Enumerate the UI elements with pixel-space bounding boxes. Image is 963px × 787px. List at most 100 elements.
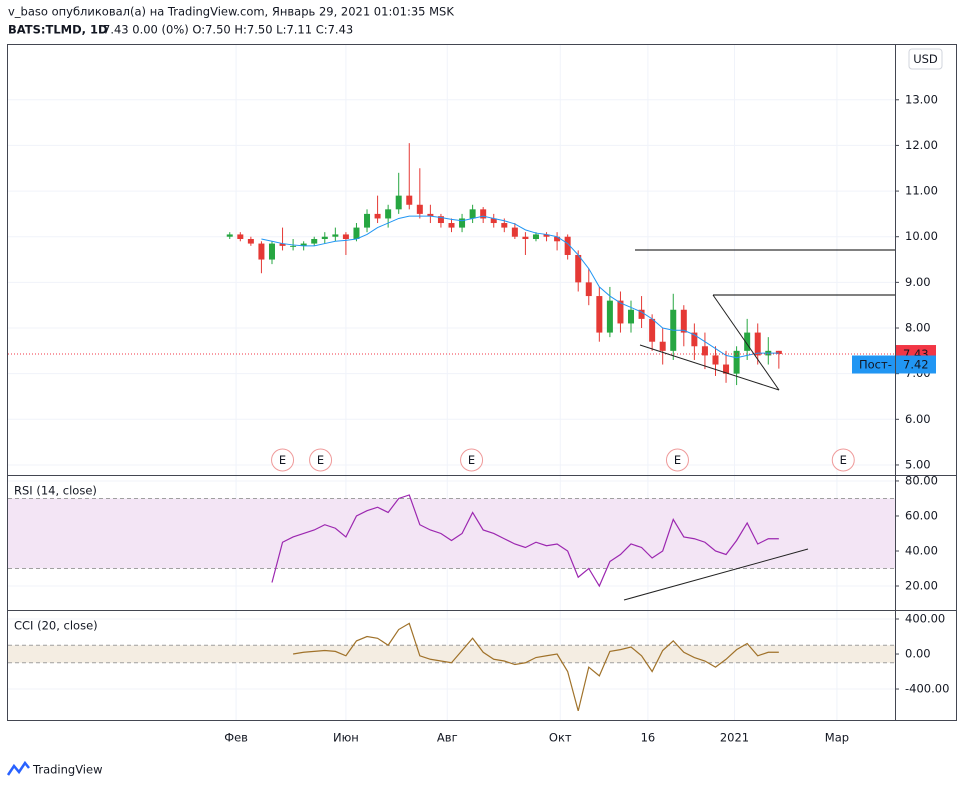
candle-body — [437, 216, 444, 224]
earnings-label: E — [674, 453, 681, 467]
currency: USD — [913, 52, 938, 66]
x-tick-label: Июн — [333, 731, 359, 745]
post-label: Пост- — [859, 357, 892, 371]
wedge-line — [712, 294, 780, 391]
candle-body — [364, 213, 371, 228]
y-tick-label: 0.00 — [905, 647, 931, 661]
candle-body — [596, 296, 603, 333]
y-tick-label: 11.00 — [905, 184, 938, 198]
candle-body — [554, 236, 561, 242]
brand: TradingView — [32, 763, 102, 777]
candle-body — [575, 254, 582, 283]
indicator-title: CCI (20, close) — [14, 619, 98, 633]
candle-body — [353, 227, 360, 240]
moving-average — [261, 215, 779, 359]
candle-body — [701, 346, 708, 356]
candle-body — [511, 227, 518, 237]
candle-body — [385, 209, 392, 219]
candle-body — [680, 309, 687, 333]
symbol: BATS:TLMD, 1D — [8, 23, 108, 37]
earnings-marker — [831, 448, 855, 472]
y-tick-label: 10.00 — [905, 229, 938, 243]
candle-body — [723, 364, 730, 374]
candle-body — [237, 234, 244, 240]
candle-body — [659, 341, 666, 351]
earnings-marker — [309, 448, 333, 472]
candle-body — [480, 209, 487, 219]
frame — [7, 44, 957, 721]
brand-logo — [6, 760, 30, 776]
candle-body — [258, 243, 265, 260]
candle-body — [606, 300, 613, 333]
candle-body — [649, 318, 656, 342]
candle-body — [638, 309, 645, 319]
y-tick-label: 20.00 — [905, 579, 938, 593]
candle-body — [617, 300, 624, 324]
candle-body — [247, 239, 254, 244]
candle-body — [691, 332, 698, 347]
candle-body — [321, 236, 328, 240]
candle-body — [279, 243, 286, 246]
y-tick-label: 40.00 — [905, 543, 938, 557]
candle-body — [501, 223, 508, 228]
y-tick-label: 60.00 — [905, 508, 938, 522]
rsi-trendline — [623, 548, 809, 601]
indicator-line — [293, 622, 779, 712]
candle-body — [300, 243, 307, 246]
candle-body — [564, 236, 571, 255]
y-tick-label: 8.00 — [905, 321, 931, 335]
y-tick-label: 13.00 — [905, 92, 938, 106]
candle-body — [712, 355, 719, 365]
wedge-line — [639, 344, 780, 391]
earnings-marker — [665, 448, 689, 472]
post-price-box — [852, 355, 936, 374]
y-tick-label: -400.00 — [905, 682, 949, 696]
x-tick-label: Окт — [549, 731, 572, 745]
candle-body — [342, 234, 349, 240]
candle-body — [585, 282, 592, 297]
earnings-marker — [271, 448, 295, 472]
publish-info: v_baso опубликовал(а) на TradingView.com… — [8, 5, 454, 19]
candle-body — [469, 209, 476, 219]
earnings-label: E — [840, 453, 847, 467]
y-tick-label: 9.00 — [905, 275, 931, 289]
currency-box[interactable] — [908, 48, 943, 70]
candle-body — [490, 218, 497, 224]
indicator-line — [271, 494, 779, 588]
candle-body — [775, 350, 782, 355]
candle-body — [543, 234, 550, 237]
earnings-label: E — [468, 453, 475, 467]
y-tick-label: 400.00 — [905, 612, 945, 626]
x-tick-label: Мар — [825, 731, 849, 745]
candle-body — [374, 213, 381, 219]
x-tick-label: Авг — [437, 731, 458, 745]
candle-body — [332, 234, 339, 237]
earnings-label: E — [279, 453, 286, 467]
candle-body — [406, 195, 413, 205]
x-tick-label: 16 — [641, 731, 656, 745]
candle-body — [395, 195, 402, 210]
indicator-band — [8, 498, 895, 569]
indicator-band — [8, 645, 895, 663]
post-price-label: 7.42 — [903, 357, 929, 371]
candle-body — [628, 309, 635, 324]
y-tick-label: 80.00 — [905, 473, 938, 487]
candle-body — [290, 245, 297, 247]
y-tick-label: 6.00 — [905, 412, 931, 426]
candle-body — [226, 234, 233, 237]
x-tick-label: 2021 — [720, 731, 749, 745]
candle-body — [532, 234, 539, 240]
candle-body — [522, 236, 529, 240]
candle-body — [744, 332, 751, 351]
candle-body — [311, 239, 318, 244]
quote: 7.43 0.00 (0%) O:7.50 H:7.50 L:7.11 C:7.… — [103, 23, 353, 37]
plot-layer: ФевИюнАвгОкт162021Мар5.006.007.008.009.0… — [8, 45, 949, 745]
candle-body — [733, 350, 740, 374]
indicator-title: RSI (14, close) — [14, 484, 97, 498]
x-tick-label: Фев — [224, 731, 248, 745]
candle-body — [459, 218, 466, 228]
y-tick-label: 12.00 — [905, 138, 938, 152]
candle-body — [754, 332, 761, 356]
candle-body — [416, 204, 423, 214]
